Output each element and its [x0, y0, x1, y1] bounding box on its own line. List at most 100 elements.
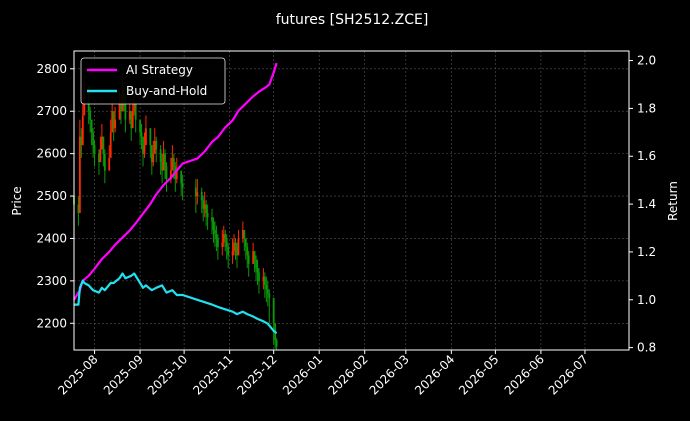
candle-body	[153, 140, 156, 154]
legend-label-buy-and-hold: Buy-and-Hold	[126, 84, 207, 98]
candle-body	[196, 191, 199, 197]
right-tick-label: 1.0	[637, 293, 656, 307]
candle-body	[211, 217, 213, 222]
candle-body	[172, 157, 175, 167]
legend-label-ai-strategy: AI Strategy	[126, 63, 193, 77]
candle-body	[109, 132, 112, 158]
candle-body	[140, 132, 143, 137]
candle-body	[77, 204, 80, 214]
candle-body	[134, 102, 137, 120]
candle-body	[268, 293, 271, 298]
candle-body	[124, 94, 127, 120]
candle-body	[112, 111, 115, 129]
candle-body	[202, 200, 205, 209]
left-axis-label: Price	[10, 186, 24, 215]
candle-body	[165, 166, 168, 180]
candle-body	[162, 153, 165, 171]
candle-body	[205, 204, 208, 214]
left-tick-label: 2700	[36, 104, 67, 118]
left-tick-label: 2800	[36, 62, 67, 76]
candle-body	[216, 238, 219, 247]
candle-body	[181, 183, 184, 188]
candle-body	[92, 132, 94, 146]
left-axis: 2200 2300 2400 2500 2600 2700 2800	[36, 62, 74, 330]
right-tick-label: 1.8	[637, 101, 656, 115]
chart-title: futures [SH2512.ZCE]	[276, 12, 429, 28]
legend: AI Strategy Buy-and-Hold	[80, 57, 226, 105]
series-line-buy-and-hold	[74, 272, 278, 335]
plot-frame	[73, 50, 630, 351]
right-tick-label: 1.4	[637, 197, 656, 211]
candle-body	[215, 234, 218, 239]
left-tick-label: 2400	[36, 231, 67, 245]
candle-body	[145, 128, 147, 146]
candle-body	[244, 238, 247, 247]
candle-body	[149, 128, 152, 146]
left-tick-label: 2200	[36, 316, 67, 330]
candle-body	[194, 187, 197, 197]
candle-body	[200, 191, 203, 201]
candle-body	[170, 170, 172, 180]
candle-body	[225, 238, 228, 247]
candle-body	[102, 136, 105, 154]
candle-body	[81, 115, 84, 146]
candle-body	[233, 242, 235, 252]
candle-body	[143, 145, 146, 154]
candle-body	[111, 111, 114, 133]
right-axis: 0.8 1.0 1.2 1.4 1.6 1.8 2.0	[629, 54, 656, 355]
candle-body	[90, 119, 93, 133]
candle-body	[227, 246, 230, 256]
candle-body	[212, 221, 215, 230]
candle-body	[108, 157, 111, 171]
right-tick-label: 1.2	[637, 245, 656, 259]
series-lines	[73, 62, 278, 335]
candle-body	[266, 289, 269, 294]
right-tick-label: 1.6	[637, 149, 656, 163]
candle-body	[241, 229, 244, 239]
candle-body	[224, 234, 227, 239]
candle-body	[89, 111, 92, 120]
candle-body	[171, 157, 174, 171]
right-tick-label: 2.0	[637, 54, 656, 68]
candle-body	[78, 136, 81, 214]
left-tick-label: 2300	[36, 274, 67, 288]
candle-body	[231, 251, 234, 256]
candle-body	[206, 213, 209, 218]
candle-body	[246, 246, 249, 256]
candle-body	[243, 229, 246, 239]
candle-body	[265, 285, 268, 290]
right-tick-label: 0.8	[637, 341, 656, 355]
candle-body	[263, 276, 266, 286]
candle-body	[175, 170, 178, 180]
candle-body	[114, 119, 117, 129]
left-tick-label: 2600	[36, 147, 67, 161]
candle-body	[131, 111, 134, 129]
right-axis-label: Return	[666, 181, 680, 221]
candle-body	[155, 140, 158, 150]
candle-body	[133, 102, 136, 112]
candle-body	[253, 251, 256, 260]
candle-body	[120, 102, 122, 112]
left-tick-label: 2500	[36, 189, 67, 203]
candle-body	[262, 276, 265, 281]
candle-body	[256, 268, 259, 273]
candle-body	[237, 238, 240, 256]
candle-body	[275, 340, 278, 347]
candle-body	[152, 153, 155, 163]
candle-body	[180, 170, 183, 184]
candle-body	[222, 234, 225, 243]
candle-body	[103, 153, 106, 171]
candle-body	[139, 119, 141, 133]
candle-body	[236, 246, 238, 256]
candle-body	[159, 149, 162, 163]
candle-body	[221, 242, 224, 247]
candle-body	[93, 145, 96, 154]
candle-body	[142, 136, 144, 154]
candle-body	[234, 242, 237, 247]
candle-body	[255, 259, 257, 269]
candle-body	[118, 102, 121, 120]
candle-body	[150, 145, 153, 163]
candle-body	[98, 153, 100, 163]
candle-body	[164, 153, 166, 167]
